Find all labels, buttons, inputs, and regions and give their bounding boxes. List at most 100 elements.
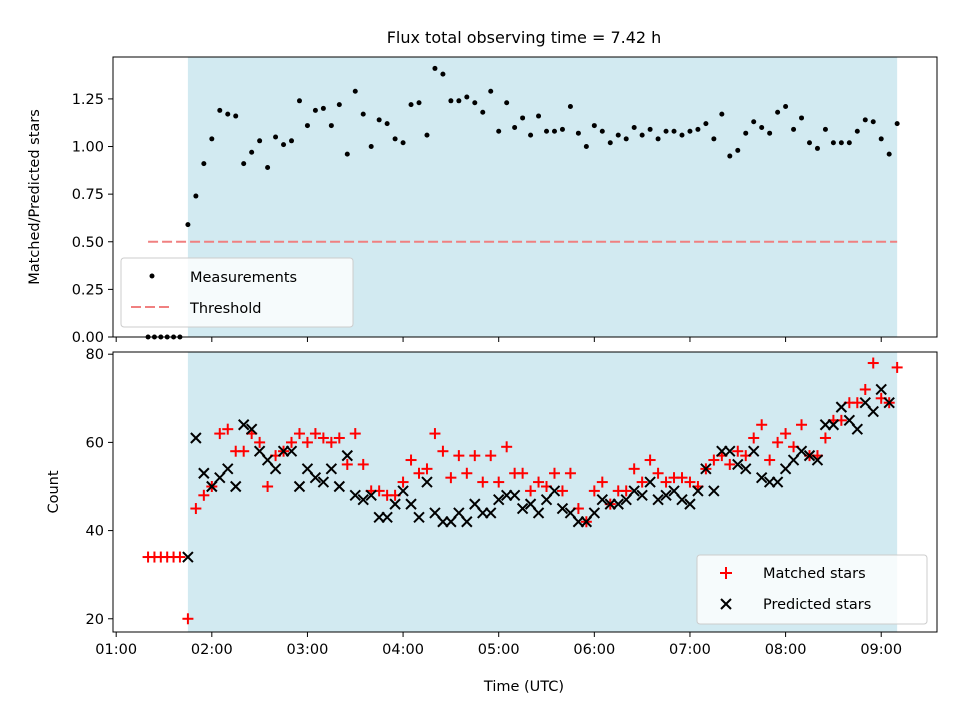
predicted-star-point <box>843 414 856 427</box>
predicted-star-point <box>381 511 393 524</box>
matched-star-point <box>437 445 449 457</box>
measurement-point <box>520 115 526 121</box>
matched-star-point <box>756 419 768 431</box>
predicted-star-point <box>230 480 242 493</box>
measurement-point <box>344 151 350 157</box>
predicted-star-point <box>182 551 194 563</box>
measurement-point <box>607 140 613 146</box>
predicted-star-point <box>293 480 306 493</box>
x-tick-label: 03:00 <box>287 642 329 658</box>
measurement-point <box>376 117 382 123</box>
top-y-tick-label: 1.00 <box>72 140 104 156</box>
bottom-y-tick-label: 80 <box>86 347 104 363</box>
measurement-point <box>783 104 789 110</box>
measurement-point <box>830 140 836 146</box>
predicted-star-point <box>261 454 274 466</box>
matched-star-point <box>620 485 632 497</box>
matched-star-point <box>222 423 234 435</box>
measurement-point <box>360 111 366 117</box>
matched-star-point <box>262 480 274 492</box>
predicted-star-point <box>795 445 808 457</box>
predicted-star-point <box>469 498 481 510</box>
measurement-point <box>711 136 717 142</box>
measurement-point <box>814 145 820 151</box>
chart-title: Flux total observing time = 7.42 h <box>387 28 662 47</box>
predicted-star-point <box>269 463 282 475</box>
measurement-point <box>201 161 207 167</box>
measurement-point <box>631 124 637 130</box>
measurement-point <box>591 123 597 129</box>
measurement-point <box>735 147 741 153</box>
measurement-point <box>583 144 589 150</box>
measurement-point <box>551 128 557 134</box>
predicted-star-point <box>652 494 664 506</box>
x-tick-label: 05:00 <box>478 642 520 658</box>
legend-predicted-label: Predicted stars <box>763 597 871 613</box>
measurement-point <box>289 138 295 144</box>
measurement-point <box>799 115 805 121</box>
matched-star-point <box>405 454 417 466</box>
matched-star-point <box>660 476 672 488</box>
predicted-star-point <box>341 449 353 462</box>
measurement-point <box>559 126 565 132</box>
predicted-star-point <box>206 480 218 493</box>
measurement-point <box>328 123 334 129</box>
predicted-stars-points <box>182 383 895 563</box>
measurement-point <box>567 104 573 110</box>
predicted-star-point <box>548 485 561 497</box>
predicted-star-point <box>692 485 704 497</box>
measurement-point <box>727 153 733 159</box>
measurement-point <box>862 117 868 123</box>
matched-star-point <box>652 467 664 479</box>
top-y-axis-label: Matched/Predicted stars <box>27 109 43 285</box>
measurement-point <box>185 222 191 228</box>
matched-star-point <box>349 428 361 440</box>
matched-star-point <box>429 428 441 440</box>
predicted-star-point <box>237 419 250 431</box>
measurement-point <box>822 126 828 132</box>
measurement-point <box>854 128 860 134</box>
predicted-star-point <box>508 489 521 502</box>
predicted-star-point <box>485 507 497 519</box>
x-tick-label: 09:00 <box>860 642 902 658</box>
measurement-point <box>599 128 605 134</box>
measurement-point <box>671 128 677 134</box>
measurement-point <box>886 151 892 157</box>
matched-star-point <box>190 503 202 515</box>
top-y-ticks: 0.00 0.25 0.50 0.75 1.00 1.25 <box>72 92 113 346</box>
measurement-points <box>145 65 900 340</box>
measurement-point <box>806 140 812 146</box>
legend-measurements-marker <box>149 273 155 279</box>
measurement-point <box>249 149 255 155</box>
matched-star-point <box>851 397 863 409</box>
matched-star-point <box>453 450 465 462</box>
measurement-point <box>655 136 661 142</box>
matched-star-point <box>764 454 776 466</box>
measurement-point <box>663 128 669 134</box>
top-y-tick-label: 0.00 <box>72 330 104 346</box>
matched-star-point <box>357 458 369 470</box>
matched-star-point <box>198 489 210 501</box>
measurement-point <box>368 144 374 150</box>
measurement-point <box>759 124 765 130</box>
matched-star-point <box>413 467 425 479</box>
predicted-star-point <box>883 397 895 409</box>
measurement-point <box>384 121 390 127</box>
measurement-point <box>336 102 342 108</box>
measurement-point <box>456 98 462 104</box>
predicted-star-point <box>660 489 672 502</box>
matched-star-point <box>859 383 871 395</box>
measurement-point <box>743 130 749 136</box>
matched-star-point <box>317 432 329 444</box>
matched-star-point <box>748 432 760 444</box>
measurement-point <box>504 100 510 106</box>
measurement-point <box>838 140 844 146</box>
measurement-point <box>528 132 534 138</box>
measurement-point <box>416 100 422 106</box>
measurement-point <box>448 98 454 104</box>
matched-star-point <box>796 419 808 431</box>
predicted-star-point <box>732 458 744 471</box>
measurement-point <box>392 136 398 142</box>
measurement-point <box>472 100 478 106</box>
